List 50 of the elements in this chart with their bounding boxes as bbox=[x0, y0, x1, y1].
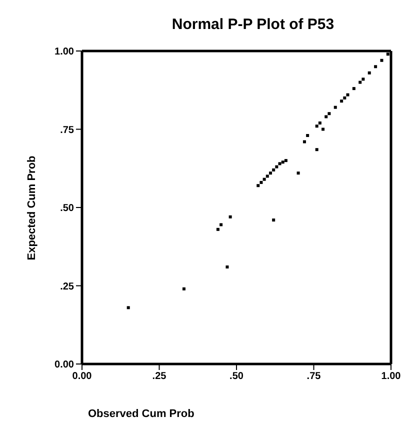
point bbox=[362, 78, 365, 81]
x-tick-label: .25 bbox=[152, 371, 167, 382]
y-tick-label: 1.00 bbox=[54, 46, 74, 58]
point bbox=[216, 228, 220, 231]
y-tick-label: .25 bbox=[60, 281, 74, 292]
point bbox=[266, 174, 269, 178]
y-axis-title: Expected Cum Prob bbox=[26, 156, 38, 260]
point bbox=[281, 160, 284, 164]
point bbox=[256, 184, 260, 188]
point bbox=[220, 223, 223, 226]
point bbox=[268, 172, 272, 175]
x-tick-label: 0.00 bbox=[72, 371, 92, 382]
x-tick-label: .50 bbox=[230, 371, 244, 382]
y-tick-label: .50 bbox=[60, 203, 74, 214]
point bbox=[284, 159, 288, 162]
point bbox=[315, 124, 318, 128]
point bbox=[302, 140, 306, 144]
point bbox=[306, 134, 310, 138]
point bbox=[278, 162, 282, 166]
point bbox=[386, 52, 390, 56]
point bbox=[346, 93, 350, 96]
x-axis-title: Observed Cum Prob bbox=[88, 408, 194, 420]
point bbox=[340, 100, 344, 103]
point bbox=[318, 121, 322, 124]
point bbox=[322, 128, 325, 131]
y-tick-label: 0.00 bbox=[54, 360, 74, 371]
point bbox=[328, 112, 331, 116]
point bbox=[260, 180, 263, 184]
point bbox=[272, 218, 276, 222]
point bbox=[272, 168, 276, 172]
point bbox=[275, 165, 278, 168]
point bbox=[182, 287, 186, 290]
point bbox=[368, 71, 371, 74]
point bbox=[358, 80, 362, 84]
point bbox=[296, 172, 300, 175]
point bbox=[228, 215, 232, 218]
point bbox=[324, 115, 328, 118]
chart-title: Normal P-P Plot of P53 bbox=[170, 16, 336, 33]
point bbox=[315, 148, 318, 152]
point bbox=[126, 306, 130, 310]
point bbox=[226, 265, 229, 268]
x-tick-label: 1.00 bbox=[381, 371, 402, 382]
point bbox=[334, 106, 337, 109]
x-tick-label: .75 bbox=[306, 371, 322, 382]
point bbox=[374, 65, 378, 68]
y-tick-label: .75 bbox=[60, 124, 74, 136]
point bbox=[343, 96, 346, 100]
point bbox=[380, 58, 384, 62]
point bbox=[352, 87, 356, 90]
point bbox=[262, 178, 266, 181]
